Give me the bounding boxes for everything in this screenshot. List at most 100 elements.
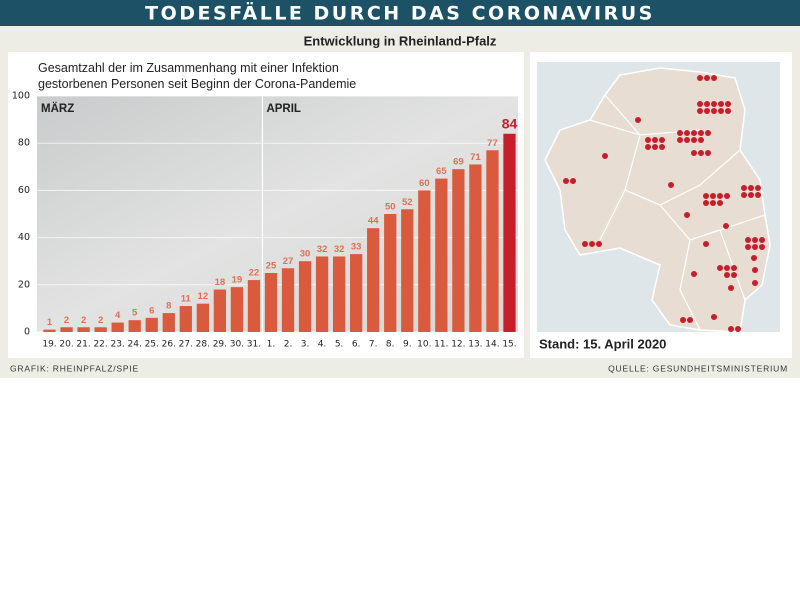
value-label: 25 xyxy=(266,261,277,272)
bar xyxy=(179,306,192,332)
x-tick-label: 1. xyxy=(267,340,276,350)
x-tick-label: 24. xyxy=(128,340,142,350)
x-tick-label: 5. xyxy=(335,340,344,350)
bar xyxy=(247,280,261,332)
y-tick-label: 20 xyxy=(18,279,30,290)
value-label: 32 xyxy=(317,244,328,255)
value-label: 69 xyxy=(453,157,464,168)
y-tick-label: 0 xyxy=(24,327,30,338)
value-label: 2 xyxy=(81,315,86,326)
header-title: TODESFÄLLE DURCH DAS CORONAVIRUS xyxy=(145,1,655,25)
value-label: 65 xyxy=(436,166,447,177)
x-tick-label: 9. xyxy=(403,340,412,350)
month-label: APRIL xyxy=(266,103,301,115)
value-label: 19 xyxy=(232,275,243,286)
bar xyxy=(281,268,295,332)
bar xyxy=(469,164,482,332)
value-label: 2 xyxy=(98,315,103,326)
x-tick-label: 19. xyxy=(42,340,56,350)
bar xyxy=(77,327,90,332)
value-label: 1 xyxy=(47,317,53,328)
x-tick-label: 26. xyxy=(162,340,176,350)
bar xyxy=(162,313,175,332)
bar xyxy=(128,320,141,332)
x-tick-label: 29. xyxy=(213,340,227,350)
bar xyxy=(367,228,380,332)
value-label: 33 xyxy=(351,242,362,253)
y-tick-label: 40 xyxy=(18,232,30,243)
x-tick-label: 10. xyxy=(417,340,431,350)
footer-credit: GRAFIK: RHEINPFALZ/SPIE xyxy=(10,363,139,373)
bar xyxy=(384,214,397,332)
map-dots xyxy=(563,75,765,332)
x-tick-label: 13. xyxy=(468,340,482,350)
value-label: 50 xyxy=(385,202,396,213)
value-label: 22 xyxy=(249,268,260,279)
month-label: MÄRZ xyxy=(41,102,74,115)
header-subtitle: Entwicklung in Rheinland-Pfalz xyxy=(304,33,497,48)
bar xyxy=(503,133,516,332)
bar xyxy=(43,329,56,332)
bar xyxy=(230,287,244,332)
bar xyxy=(452,169,465,332)
x-tick-label: 8. xyxy=(386,340,395,350)
value-label: 6 xyxy=(149,305,154,316)
bar xyxy=(350,254,363,332)
value-label: 11 xyxy=(181,294,192,305)
bar xyxy=(196,303,209,332)
map-caption: Stand: 15. April 2020 xyxy=(539,336,666,351)
y-tick-label: 100 xyxy=(12,91,30,102)
map-borders xyxy=(589,94,766,331)
x-tick-label: 23. xyxy=(110,340,124,350)
value-label: 84 xyxy=(502,115,518,131)
value-label: 32 xyxy=(334,244,345,255)
value-label: 5 xyxy=(132,308,138,319)
bar xyxy=(435,178,448,332)
value-label: 2 xyxy=(64,315,69,326)
footer-source: QUELLE: GESUNDHEITSMINISTERIUM xyxy=(608,363,788,373)
bar xyxy=(332,256,346,332)
bar xyxy=(401,209,414,332)
y-tick-label: 80 xyxy=(18,138,30,149)
bar xyxy=(111,322,124,332)
bar xyxy=(264,273,278,332)
x-tick-label: 20. xyxy=(59,340,73,350)
x-tick-label: 15. xyxy=(502,340,516,350)
x-tick-label: 31. xyxy=(247,340,261,350)
x-tick-label: 21. xyxy=(76,340,90,350)
y-tick-label: 60 xyxy=(18,185,30,196)
bar xyxy=(315,256,329,332)
x-tick-label: 3. xyxy=(301,340,310,350)
x-tick-label: 11. xyxy=(434,340,448,350)
bar xyxy=(94,327,107,332)
x-tick-label: 2. xyxy=(284,340,293,350)
value-label: 30 xyxy=(300,249,311,260)
x-tick-label: 28. xyxy=(196,340,210,350)
value-label: 8 xyxy=(166,301,171,312)
value-label: 60 xyxy=(419,178,430,189)
x-tick-label: 14. xyxy=(485,340,499,350)
x-tick-label: 4. xyxy=(318,340,327,350)
value-label: 12 xyxy=(198,291,209,302)
header-bar xyxy=(0,0,800,26)
value-label: 44 xyxy=(368,216,379,227)
bar xyxy=(60,327,73,332)
bar xyxy=(213,289,227,332)
bar xyxy=(145,317,158,332)
value-label: 71 xyxy=(470,152,481,163)
value-label: 18 xyxy=(215,277,226,288)
value-label: 27 xyxy=(283,256,294,267)
bar xyxy=(298,261,312,332)
x-tick-label: 27. xyxy=(179,340,193,350)
x-tick-label: 12. xyxy=(451,340,465,350)
value-label: 4 xyxy=(115,310,121,321)
x-tick-label: 7. xyxy=(369,340,378,350)
bar xyxy=(486,150,499,332)
bar xyxy=(418,190,431,332)
x-tick-label: 30. xyxy=(230,340,244,350)
value-label: 77 xyxy=(487,138,498,149)
chart-title: Gesamtzahl der im Zusammenhang mit einer… xyxy=(38,61,357,91)
x-tick-label: 25. xyxy=(145,340,159,350)
